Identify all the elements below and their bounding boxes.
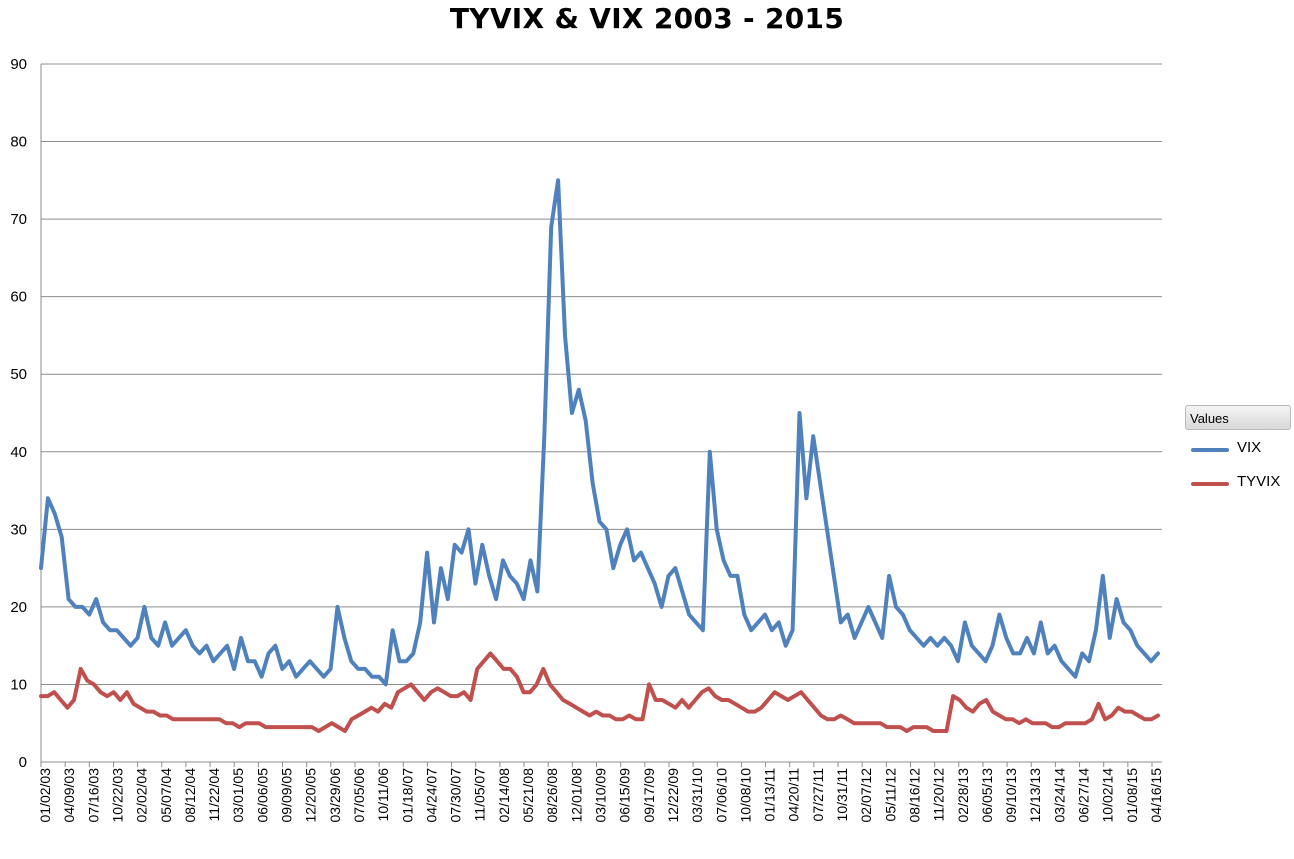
x-axis: 01/02/03 04/09/03 07/16/03 10/22/03 02/02/04… xyxy=(37,762,1164,823)
x-tick-label: 04/09/03 xyxy=(61,768,77,823)
x-tick-label: 04/20/11 xyxy=(786,768,802,822)
x-tick-label: 06/06/05 xyxy=(254,768,270,823)
legend: Values VIX TYVIX xyxy=(1185,405,1291,516)
x-tick-label: 07/30/07 xyxy=(448,768,464,823)
x-tick-label: 04/16/15 xyxy=(1148,768,1164,823)
x-tick-label: 12/22/09 xyxy=(665,768,681,823)
x-tick-label: 03/01/05 xyxy=(230,768,246,823)
x-tick-label: 05/07/04 xyxy=(158,768,174,823)
legend-label-vix: VIX xyxy=(1237,439,1262,456)
x-tick-label: 06/15/09 xyxy=(617,768,633,823)
x-tick-label: 01/08/15 xyxy=(1124,768,1140,823)
x-tick-label: 10/22/03 xyxy=(109,768,125,823)
x-tick-label: 02/07/12 xyxy=(858,768,874,823)
x-tick-label: 09/17/09 xyxy=(641,768,657,823)
x-tick-label: 08/16/12 xyxy=(906,768,922,823)
x-tick-label: 01/18/07 xyxy=(399,768,415,823)
x-tick-label: 01/02/03 xyxy=(37,768,53,823)
gridlines xyxy=(40,63,1162,763)
y-axis: 0 10 20 30 40 50 60 70 80 90 xyxy=(10,56,27,771)
y-tick-label: 50 xyxy=(10,366,27,383)
x-tick-label: 07/05/06 xyxy=(351,768,367,823)
x-tick-label: 10/31/11 xyxy=(834,768,850,822)
x-tick-label: 08/12/04 xyxy=(182,768,198,823)
legend-swatch-vix xyxy=(1191,448,1229,452)
y-tick-label: 30 xyxy=(10,521,27,538)
x-tick-label: 12/20/05 xyxy=(303,768,319,823)
chart-title: TYVIX & VIX 2003 - 2015 xyxy=(449,2,845,35)
legend-item-vix: VIX xyxy=(1185,439,1291,482)
legend-header[interactable]: Values xyxy=(1185,405,1291,430)
x-tick-label: 07/27/11 xyxy=(810,768,826,822)
x-tick-label: 05/11/12 xyxy=(882,768,898,822)
y-tick-label: 0 xyxy=(19,754,27,771)
x-tick-label: 07/16/03 xyxy=(85,768,101,823)
y-tick-label: 60 xyxy=(10,289,27,306)
y-tick-label: 90 xyxy=(10,56,27,73)
x-tick-label: 02/28/13 xyxy=(955,768,971,823)
x-tick-label: 09/09/05 xyxy=(279,768,295,823)
y-tick-label: 10 xyxy=(10,676,27,693)
x-tick-label: 05/21/08 xyxy=(520,768,536,823)
y-tick-label: 20 xyxy=(10,599,27,616)
x-tick-label: 07/06/10 xyxy=(713,768,729,823)
x-tick-label: 12/13/13 xyxy=(1027,768,1043,823)
x-tick-label: 06/27/14 xyxy=(1076,768,1092,823)
legend-swatch-tyvix xyxy=(1191,482,1229,486)
x-tick-label: 10/02/14 xyxy=(1100,768,1116,823)
x-tick-label: 01/13/11 xyxy=(762,768,778,822)
y-tick-label: 80 xyxy=(10,134,27,151)
x-tick-label: 10/08/10 xyxy=(737,768,753,823)
x-tick-label: 03/24/14 xyxy=(1051,768,1067,823)
x-tick-label: 06/05/13 xyxy=(979,768,995,823)
x-tick-label: 10/11/06 xyxy=(375,768,391,822)
x-tick-label: 02/14/08 xyxy=(496,768,512,823)
series-line-vix xyxy=(39,178,1160,687)
x-tick-label: 09/10/13 xyxy=(1003,768,1019,823)
legend-item-tyvix: TYVIX xyxy=(1185,473,1291,516)
y-tick-label: 70 xyxy=(10,211,27,228)
x-tick-label: 08/26/08 xyxy=(544,768,560,823)
series-lines xyxy=(39,178,1160,733)
x-tick-label: 12/01/08 xyxy=(568,768,584,823)
x-tick-label: 11/05/07 xyxy=(472,768,488,822)
x-tick-label: 04/24/07 xyxy=(423,768,439,823)
series-line-tyvix xyxy=(39,651,1160,733)
x-tick-label: 03/29/06 xyxy=(327,768,343,823)
y-tick-label: 40 xyxy=(10,444,27,461)
x-tick-label: 03/31/10 xyxy=(689,768,705,823)
x-tick-label: 02/02/04 xyxy=(134,768,150,823)
x-tick-label: 11/22/04 xyxy=(206,768,222,822)
x-tick-label: 11/20/12 xyxy=(931,768,947,822)
x-tick-label: 03/10/09 xyxy=(593,768,609,823)
legend-label-tyvix: TYVIX xyxy=(1237,473,1281,490)
